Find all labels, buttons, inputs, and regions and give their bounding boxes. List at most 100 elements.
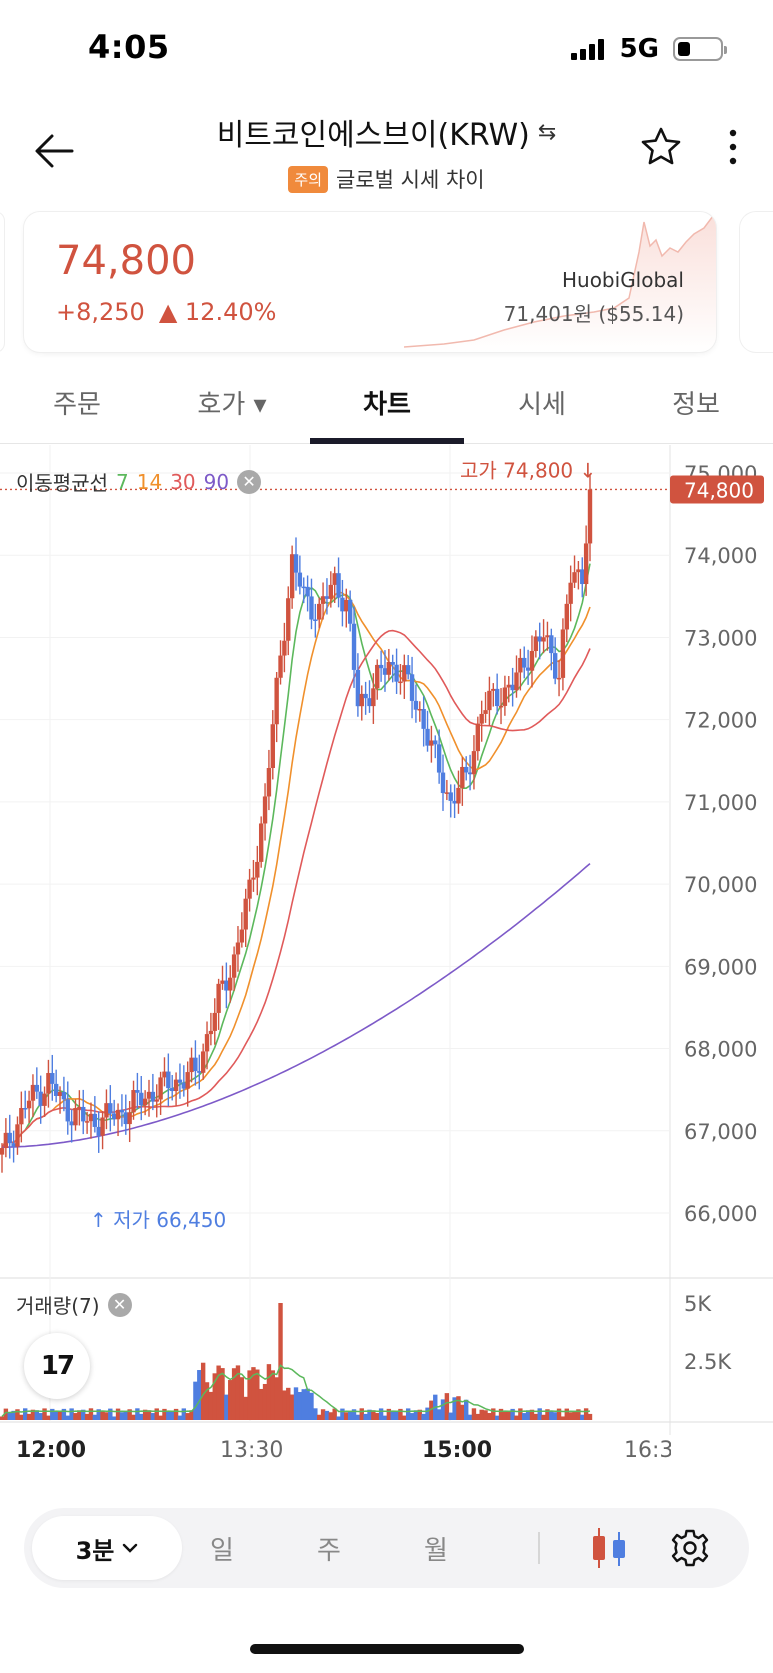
volume-bar — [297, 1392, 303, 1420]
volume-bar — [123, 1410, 128, 1420]
volume-bar — [375, 1413, 380, 1420]
volume-bar — [417, 1409, 422, 1420]
candle-body — [173, 1079, 179, 1092]
vol-tick-label: 2.5K — [684, 1350, 732, 1374]
candle-body — [440, 772, 446, 794]
price-gap-notice[interactable]: 주의 글로벌 시세 차이 — [288, 164, 485, 194]
volume-bar — [340, 1408, 345, 1420]
candle-body — [243, 898, 248, 930]
candle-body — [502, 687, 508, 706]
candle-body — [344, 599, 349, 612]
candle-body — [529, 651, 535, 671]
candle-body — [84, 1121, 90, 1123]
ma-legend-label: 이동평균선 — [16, 471, 108, 495]
tab-orderbook[interactable]: 호가 ▾ — [197, 390, 267, 420]
tab-market[interactable]: 시세 — [518, 390, 566, 420]
candle-body — [351, 623, 357, 670]
candle-body — [518, 657, 523, 673]
interval-select[interactable]: 3분 — [32, 1516, 182, 1580]
volume-bar — [371, 1410, 376, 1420]
volume-bar — [135, 1408, 140, 1420]
volume-bar — [398, 1408, 403, 1420]
more-button[interactable] — [718, 122, 748, 172]
tradingview-logo[interactable]: 17 — [24, 1333, 90, 1399]
chart-area[interactable]: 75,000 74,000 73,000 72,000 71,000 70,000 69,0… — [0, 445, 773, 1475]
volume-bar — [405, 1408, 411, 1420]
y-tick-label: 72,000 — [684, 709, 757, 733]
candle-body — [88, 1113, 94, 1122]
current-price: 74,800 — [56, 238, 196, 284]
tab-order[interactable]: 주문 — [53, 390, 101, 420]
volume-bar — [278, 1303, 283, 1420]
favorite-button[interactable] — [636, 122, 686, 172]
volume-bar — [491, 1408, 496, 1420]
volume-bar — [347, 1410, 353, 1420]
candle-body — [572, 572, 577, 583]
volume-bar — [305, 1388, 310, 1420]
close-volume-icon[interactable]: ✕ — [107, 1292, 132, 1317]
chart-settings-button[interactable] — [664, 1522, 716, 1574]
chart-type-button[interactable] — [584, 1522, 634, 1574]
candle-body — [305, 586, 310, 597]
close-ma-icon[interactable]: ✕ — [237, 469, 262, 494]
candle-body — [328, 584, 334, 599]
period-month[interactable]: 월 — [424, 1536, 448, 1566]
volume-bar — [483, 1410, 488, 1420]
battery-icon — [673, 37, 727, 61]
candle-body — [409, 674, 415, 701]
volume-bar — [440, 1399, 446, 1420]
candle-body — [158, 1077, 163, 1100]
candle-body — [552, 653, 558, 679]
volume-bar — [108, 1408, 113, 1420]
volume-bar — [266, 1364, 272, 1420]
tab-chart[interactable]: 차트 — [363, 390, 411, 420]
volume-bar — [537, 1408, 542, 1420]
volume-bar — [448, 1412, 453, 1420]
volume-bar — [181, 1408, 187, 1420]
home-indicator — [250, 1644, 524, 1654]
candle-body — [228, 977, 233, 991]
ma14-line — [1, 591, 591, 1149]
volume-bar — [212, 1373, 217, 1420]
volume-bar — [104, 1412, 109, 1420]
coin-title[interactable]: 비트코인에스브이(KRW) ⇆ — [217, 110, 557, 154]
volume-bar — [572, 1410, 577, 1420]
candle-body — [293, 554, 299, 573]
volume-bar — [529, 1409, 535, 1420]
prev-card-edge[interactable] — [0, 212, 4, 352]
volume-bar — [139, 1413, 144, 1420]
candle-body — [154, 1099, 159, 1102]
candle-body — [286, 598, 291, 641]
volume-bar — [216, 1365, 221, 1420]
volume-bar — [444, 1393, 450, 1420]
candlestick-chart[interactable]: 75,00074,00073,00072,00071,00070,00069,0… — [0, 445, 773, 1475]
volume-bar — [409, 1413, 415, 1420]
period-day[interactable]: 일 — [210, 1536, 234, 1566]
next-card-edge[interactable] — [740, 212, 773, 352]
candle-body — [65, 1099, 70, 1122]
volume-bar — [309, 1392, 314, 1420]
candle-body — [587, 489, 593, 544]
candle-body — [452, 800, 457, 804]
volume-bar — [23, 1408, 28, 1420]
volume-bar — [243, 1396, 248, 1420]
candle-body — [541, 637, 546, 642]
price-card[interactable]: 74,800 +8,250 ▲ 12.40% HuobiGlobal 71,40… — [24, 212, 716, 352]
candle-body — [38, 1091, 43, 1106]
candle-body — [568, 582, 573, 604]
candle-body — [479, 713, 484, 724]
candle-body — [460, 766, 465, 788]
candle-body — [475, 723, 481, 752]
volume-bar — [197, 1370, 202, 1420]
volume-bar — [158, 1415, 163, 1420]
volume-bar — [185, 1413, 190, 1420]
candle-body — [429, 740, 434, 746]
period-week[interactable]: 주 — [317, 1536, 341, 1566]
volume-bar — [460, 1404, 465, 1420]
volume-bar — [336, 1416, 341, 1420]
back-button[interactable] — [30, 126, 80, 176]
volume-bar — [436, 1409, 442, 1420]
tab-info[interactable]: 정보 — [672, 390, 720, 420]
candle-body — [375, 664, 380, 689]
candle-body — [576, 569, 581, 573]
